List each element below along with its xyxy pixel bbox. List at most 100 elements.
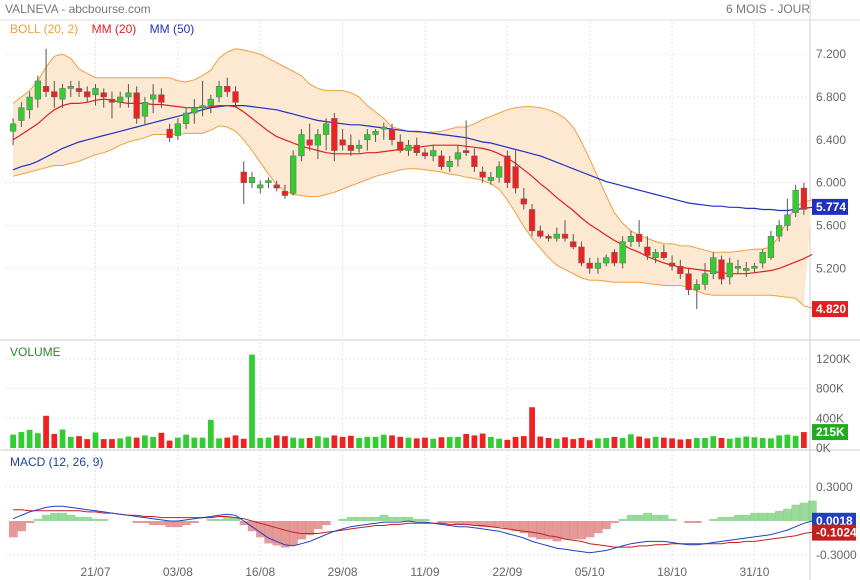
- macd-histogram-bar: [305, 521, 315, 536]
- volume-bar: [628, 434, 634, 448]
- candle-body: [100, 92, 107, 98]
- volume-bar: [405, 437, 412, 448]
- candle-body: [397, 141, 404, 151]
- period-label[interactable]: 6 MOIS - JOUR: [725, 2, 810, 16]
- macd-histogram-bar: [354, 516, 364, 521]
- macd-histogram-bar: [256, 521, 265, 538]
- macd-histogram-bar: [33, 518, 43, 521]
- candle-body: [710, 257, 717, 274]
- volume-bar: [595, 438, 601, 448]
- candle-body: [314, 134, 322, 146]
- candle-body: [281, 190, 289, 196]
- candle-body: [545, 235, 552, 239]
- macd-histogram-bar: [83, 516, 92, 521]
- volume-bar: [150, 436, 157, 448]
- macd-histogram-bar: [453, 521, 463, 526]
- volume-bar: [537, 436, 544, 448]
- candle-body: [619, 241, 626, 264]
- volume-bar: [158, 432, 165, 448]
- volume-bar: [735, 437, 741, 448]
- volume-bar: [636, 436, 643, 448]
- volume-bar: [710, 436, 717, 448]
- volume-bar: [364, 436, 371, 448]
- macd-histogram-bar: [223, 516, 232, 521]
- volume-bar: [553, 438, 560, 448]
- signal-value-badge: -0.1024: [816, 526, 857, 540]
- macd-histogram-bar: [808, 500, 817, 521]
- candle-body: [248, 177, 256, 183]
- candle-body: [792, 189, 799, 213]
- macd-histogram-bar: [775, 510, 784, 521]
- volume-bar: [298, 438, 305, 448]
- x-tick-label: 18/10: [657, 565, 687, 579]
- macd-histogram-bar: [494, 521, 504, 528]
- volume-bar: [726, 438, 733, 448]
- candle-body: [290, 155, 297, 194]
- candle-body: [454, 152, 462, 160]
- candle-body: [141, 102, 149, 117]
- price-tick-label: 5.600: [816, 219, 846, 233]
- macd-histogram-bar: [91, 518, 101, 521]
- volume-bar: [751, 437, 758, 448]
- candle-body: [405, 144, 412, 151]
- macd-histogram-bar: [445, 521, 455, 524]
- x-tick-label: 29/08: [328, 565, 358, 579]
- candle-body: [388, 128, 396, 141]
- candle-body: [133, 92, 140, 119]
- macd-histogram-bar: [181, 521, 191, 526]
- candle-body: [446, 161, 453, 167]
- macd-histogram-bar: [577, 521, 587, 540]
- volume-bar: [282, 436, 288, 448]
- macd-histogram-bar: [363, 516, 372, 521]
- volume-bar: [315, 436, 321, 448]
- candle-body: [743, 268, 750, 271]
- macd-histogram-bar: [173, 521, 183, 528]
- macd-histogram-bar: [717, 516, 727, 521]
- x-tick-label: 22/09: [492, 565, 522, 579]
- bollinger-lower-value-badge: 4.820: [816, 302, 846, 316]
- candle-body: [331, 118, 338, 151]
- macd-histogram-bar: [338, 518, 348, 521]
- candle-body: [59, 88, 66, 100]
- macd-tick-label: -0.3000: [816, 548, 857, 562]
- macd-histogram-bar: [560, 521, 570, 540]
- candle-body: [495, 166, 503, 178]
- candle-body: [298, 134, 305, 157]
- macd-histogram-bar: [462, 521, 471, 526]
- candle-body: [380, 126, 387, 130]
- candle-body: [627, 235, 635, 242]
- volume-bar: [660, 437, 667, 448]
- macd-histogram-bar: [132, 521, 142, 524]
- candle-body: [9, 123, 17, 132]
- x-tick-label: 05/10: [575, 565, 605, 579]
- volume-bar: [496, 438, 502, 448]
- volume-bar: [142, 435, 148, 448]
- volume-bar: [562, 437, 568, 448]
- candle-body: [306, 139, 313, 146]
- candle-body: [504, 155, 511, 183]
- x-tick-label: 31/10: [739, 565, 769, 579]
- candle-body: [430, 150, 437, 157]
- macd-histogram-bar: [140, 521, 150, 524]
- volume-bar: [76, 436, 82, 448]
- macd-histogram-bar: [544, 521, 554, 540]
- volume-bar: [174, 437, 181, 448]
- candle-body: [273, 184, 280, 189]
- volume-bar: [380, 434, 387, 448]
- volume-tick-label: 1200K: [816, 352, 851, 366]
- volume-bar: [685, 439, 692, 448]
- macd-histogram-bar: [569, 521, 578, 540]
- macd-histogram-bar: [313, 521, 323, 530]
- macd-histogram-bar: [58, 512, 68, 521]
- candle-body: [174, 123, 181, 136]
- candle-body: [677, 265, 684, 274]
- bollinger-lower-value-badge-bg: [812, 301, 848, 318]
- volume-bar: [10, 434, 17, 448]
- volume-bar: [644, 438, 651, 448]
- candle-body: [26, 96, 33, 111]
- macd-tick-label: 0.3000: [816, 480, 853, 494]
- macd-histogram-bar: [593, 521, 603, 534]
- candle-body: [182, 112, 190, 125]
- candle-body: [34, 80, 41, 100]
- candle-body: [800, 187, 808, 210]
